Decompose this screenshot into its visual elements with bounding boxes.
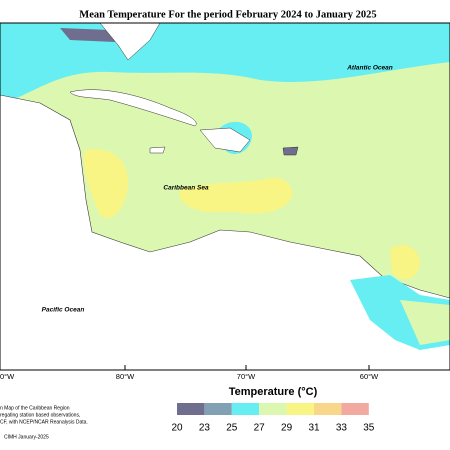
legend-swatch: [341, 403, 369, 415]
lon-label: 80°W: [116, 372, 135, 381]
legend-tick: 29: [281, 423, 293, 434]
footnote-line: CF, with NCEP/NCAR Reanalysis Data.: [0, 419, 88, 425]
legend-tick: 31: [308, 423, 320, 434]
warm-patch: [83, 149, 129, 219]
land-puerto-rico: [282, 146, 299, 156]
warm-patch: [400, 300, 450, 345]
footnote-line: regating station based observations,: [0, 412, 80, 418]
legend-swatch: [231, 403, 260, 415]
legend-swatch: [177, 403, 205, 415]
ocean-label: Atlantic Ocean: [346, 65, 393, 72]
legend-tick: 33: [336, 423, 348, 434]
legend-swatch: [259, 403, 287, 415]
legend-tick: 23: [199, 423, 211, 434]
legend-tick: 35: [363, 423, 375, 434]
land-hispaniola: [199, 127, 251, 153]
land-cuba: [69, 89, 197, 127]
cool-patch: [60, 28, 115, 42]
map-area: [0, 22, 450, 371]
footnote-line: n Map of the Caribbean Region: [0, 405, 70, 411]
map-title: Mean Temperature For the period February…: [79, 9, 376, 20]
legend-tick: 20: [171, 423, 183, 434]
land-mainland: [0, 94, 450, 371]
ocean-label: Pacific Ocean: [42, 307, 85, 314]
ocean-label: Caribbean Sea: [163, 185, 209, 192]
credit: CIMH January-2025: [4, 434, 49, 440]
warm-patch: [179, 177, 293, 214]
lon-label: 0°W: [0, 372, 15, 381]
land-jamaica: [149, 146, 166, 154]
warm-patch: [390, 244, 420, 280]
legend-swatch: [204, 403, 232, 415]
legend-tick: 25: [226, 423, 238, 434]
map-frame: [0, 22, 450, 371]
legend-swatch: [314, 403, 342, 415]
legend-swatch: [286, 403, 314, 415]
lon-label: 60°W: [360, 372, 379, 381]
legend-tick: 27: [254, 423, 266, 434]
lon-label: 70°W: [237, 372, 256, 381]
legend-title: Temperature (°C): [229, 386, 318, 398]
